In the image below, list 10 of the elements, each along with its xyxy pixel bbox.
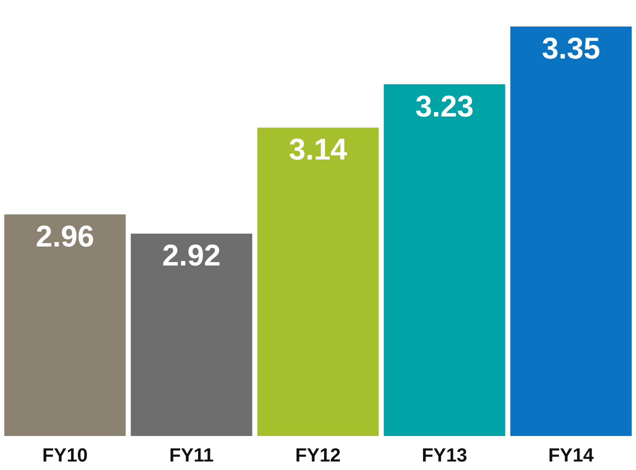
x-tick-label: FY10 xyxy=(42,446,88,466)
data-label: 3.35 xyxy=(542,32,600,66)
x-tick-label: FY11 xyxy=(169,446,214,466)
x-tick-label: FY12 xyxy=(295,446,341,466)
data-label: 3.14 xyxy=(288,134,348,167)
x-tick-label: FY14 xyxy=(548,446,594,466)
data-label: 2.92 xyxy=(162,240,221,273)
data-label: 2.96 xyxy=(36,220,94,254)
data-label: 3.23 xyxy=(415,90,474,124)
x-tick-label: FY13 xyxy=(422,446,468,466)
